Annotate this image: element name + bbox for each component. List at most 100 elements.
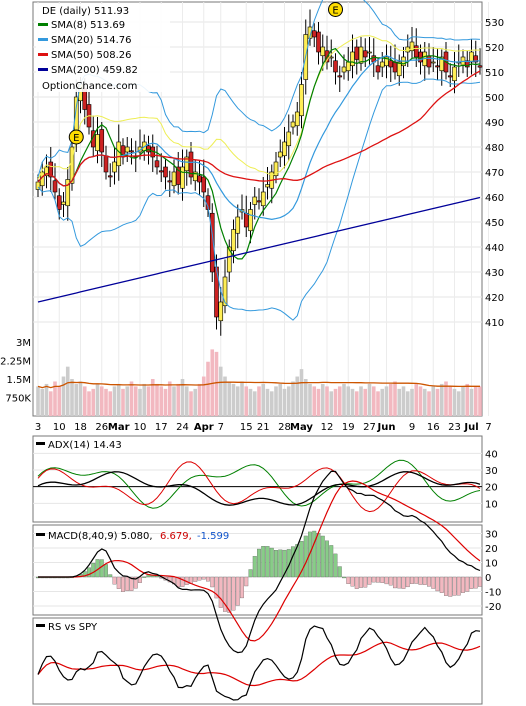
macd-histogram-bar — [410, 576, 414, 584]
macd-histogram-bar — [112, 576, 117, 585]
macd-histogram-bar — [384, 576, 389, 585]
volume-bar — [172, 386, 176, 416]
adx-legend: ADX(14) 14.43 — [36, 440, 122, 451]
volume-bar — [197, 383, 202, 416]
volume-bar — [74, 383, 79, 416]
candle-body — [362, 50, 368, 58]
earnings-marker — [68, 129, 84, 145]
macd-histogram-bar — [197, 576, 202, 581]
macd-histogram-bar — [350, 576, 355, 587]
candle-body — [103, 155, 109, 173]
candle-body — [464, 60, 470, 68]
price-legend: DE (daily) 511.93 SMA(8) 513.69 SMA(20) … — [36, 4, 170, 92]
volume-bar — [278, 383, 283, 416]
price-ytick-label: 470 — [485, 168, 504, 179]
volume-bar — [48, 391, 53, 416]
price-ytick-label: 500 — [485, 93, 504, 104]
x-tick-label: Jun — [377, 422, 396, 433]
volume-bar — [104, 388, 108, 416]
macd-histogram-bar — [104, 564, 108, 578]
candle-body — [112, 161, 117, 173]
candle-body — [116, 141, 122, 167]
volume-bar — [133, 386, 138, 416]
volume-bar — [418, 386, 423, 416]
macd-histogram-bar — [295, 544, 300, 578]
x-tick-label: 24 — [176, 422, 189, 433]
macd-histogram-bar — [367, 576, 372, 585]
macd-histogram-bar — [337, 566, 342, 578]
macd-histogram-bar — [397, 576, 402, 589]
volume-bar — [282, 388, 287, 416]
macd-title: MACD(8,40,9) 5.080, — [48, 531, 153, 542]
candle-body — [48, 161, 54, 178]
x-tick-label: 18 — [74, 422, 87, 433]
price-ytick-label: 460 — [485, 193, 504, 204]
volume-bar — [129, 381, 134, 416]
volume-bar — [312, 386, 317, 416]
volume-bar — [291, 381, 295, 416]
macd-histogram-bar — [422, 576, 427, 585]
candle-body — [379, 61, 385, 68]
price-ytick-label: 520 — [485, 43, 504, 54]
x-tick-label: 16 — [427, 422, 440, 433]
candle-body — [243, 212, 249, 228]
macd-histogram-bar — [193, 576, 198, 582]
volume-bar — [40, 388, 45, 416]
candle-body — [256, 200, 262, 203]
volume-bar — [431, 386, 436, 416]
macd-histogram-bar — [354, 576, 359, 589]
macd-histogram-bar — [435, 576, 440, 592]
volume-bar — [244, 386, 249, 416]
volume-bar — [108, 391, 113, 416]
macd-histogram-bar — [418, 576, 423, 585]
volume-bar — [427, 391, 431, 416]
candle-body — [354, 46, 360, 60]
macd-histogram-bar — [346, 576, 351, 584]
volume-bar — [363, 388, 368, 416]
volume-bar — [303, 379, 308, 416]
earnings-marker — [328, 2, 343, 17]
adx-ytick-label: 20 — [485, 483, 498, 494]
candle-body — [316, 31, 321, 53]
volume-bar — [350, 388, 355, 416]
macd-histogram-bar — [452, 576, 457, 596]
macd-histogram-bar — [439, 576, 444, 593]
candle-body — [56, 195, 62, 210]
candle-body — [61, 201, 66, 205]
candle-body — [337, 75, 343, 78]
volume-bar — [269, 391, 274, 416]
macd-histogram-bar — [478, 576, 482, 587]
rs-legend: RS vs SPY — [36, 622, 98, 633]
macd-histogram-bar — [87, 567, 91, 578]
macd-ytick-label: -20 — [485, 602, 501, 613]
macd-histogram-bar — [274, 550, 278, 578]
macd-histogram-bar — [414, 576, 419, 584]
volume-bar — [91, 388, 96, 416]
x-tick-label: 15 — [240, 422, 253, 433]
candle-body — [201, 176, 207, 193]
grid-lines — [33, 2, 489, 607]
candle-body — [469, 51, 474, 63]
volume-bar — [240, 381, 244, 416]
sma20-swatch — [38, 38, 48, 41]
envelope-line — [37, 35, 481, 180]
macd-histogram-bar — [240, 576, 244, 599]
candle-body — [328, 56, 334, 59]
sma8-label: SMA(8) 513.69 — [51, 20, 125, 31]
volume-ytick-label: 1.5M — [6, 375, 31, 386]
brand-link[interactable]: OptionChance.com — [42, 81, 137, 92]
macd-histogram-bar — [265, 546, 270, 578]
x-tick-label: 28 — [278, 422, 291, 433]
rs-ma-line — [37, 641, 481, 687]
volume-bar — [295, 376, 300, 416]
volume-bar — [397, 388, 402, 416]
candle-body — [452, 66, 457, 82]
macd-histogram-bar — [142, 576, 147, 578]
volume-bar — [371, 386, 376, 416]
adx-line — [37, 471, 481, 506]
candle-body — [222, 276, 228, 307]
volume-bar — [95, 383, 100, 416]
adx-title: ADX(14) 14.43 — [48, 440, 122, 451]
candle-body — [320, 46, 326, 57]
